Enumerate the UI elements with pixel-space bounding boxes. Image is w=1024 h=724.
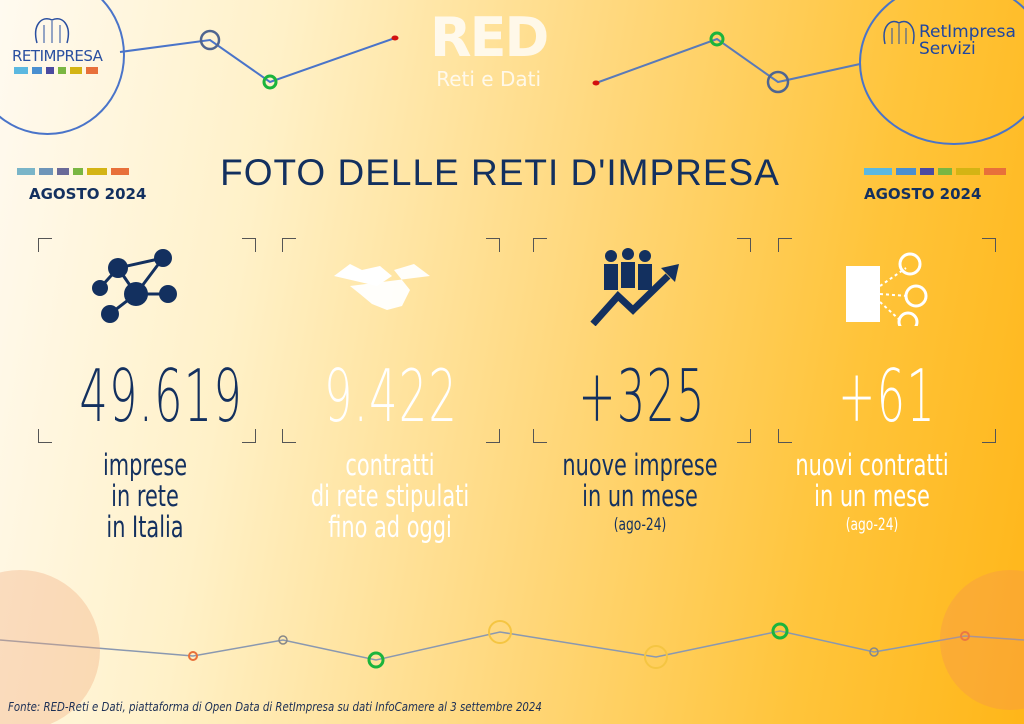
stat-label-imprese: imprese in rete in Italia xyxy=(102,448,188,544)
stat-label-contratti: contratti di rete stipulati fino ad oggi xyxy=(310,448,470,544)
building-people-icon xyxy=(846,252,928,326)
source-note: Fonte: RED-Reti e Dati, piattaforma di O… xyxy=(8,700,542,714)
eagle-icon xyxy=(883,20,915,45)
page-title: FOTO DELLE RETI D'IMPRESA xyxy=(220,152,780,193)
stat-card-nuove-imprese: +325 xyxy=(533,238,751,443)
logo-line-2: Servizi xyxy=(919,39,976,59)
red-logo-subtitle: Reti e Dati xyxy=(436,67,542,91)
stat-card-imprese: 49.619 xyxy=(38,238,256,443)
stat-label-nuove-imprese: nuove imprese in un mese (ago-24) xyxy=(562,448,718,536)
red-logo-text: RED xyxy=(430,6,549,69)
month-badge-left: AGOSTO 2024 xyxy=(15,168,146,203)
brand-color-bars xyxy=(14,67,98,74)
stat-card-nuovi-contratti: +61 xyxy=(778,238,996,443)
month-badge-right: AGOSTO 2024 xyxy=(864,168,1006,203)
retimpresa-servizi-logo: RetImpresa Servizi xyxy=(859,0,1024,145)
people-growth-icon xyxy=(590,248,679,326)
logo-line-1: RetImpresa xyxy=(919,22,1016,42)
stat-card-contratti: 9.422 xyxy=(282,238,500,443)
handshake-icon xyxy=(334,264,430,310)
eagle-icon xyxy=(35,18,69,44)
stat-label-nuovi-contratti: nuovi contratti in un mese (ago-24) xyxy=(795,448,949,536)
network-people-icon xyxy=(92,249,177,323)
month-label-right: AGOSTO 2024 xyxy=(864,185,982,203)
retimpresa-logo-text: RETIMPRESA xyxy=(12,47,103,65)
stat-value: 9.422 xyxy=(324,354,458,438)
stat-value: +61 xyxy=(838,354,936,438)
stat-value: +325 xyxy=(578,354,706,438)
stat-value: 49.619 xyxy=(79,354,244,438)
month-label-left: AGOSTO 2024 xyxy=(29,185,147,203)
red-logo: RED Reti e Dati xyxy=(430,6,549,91)
